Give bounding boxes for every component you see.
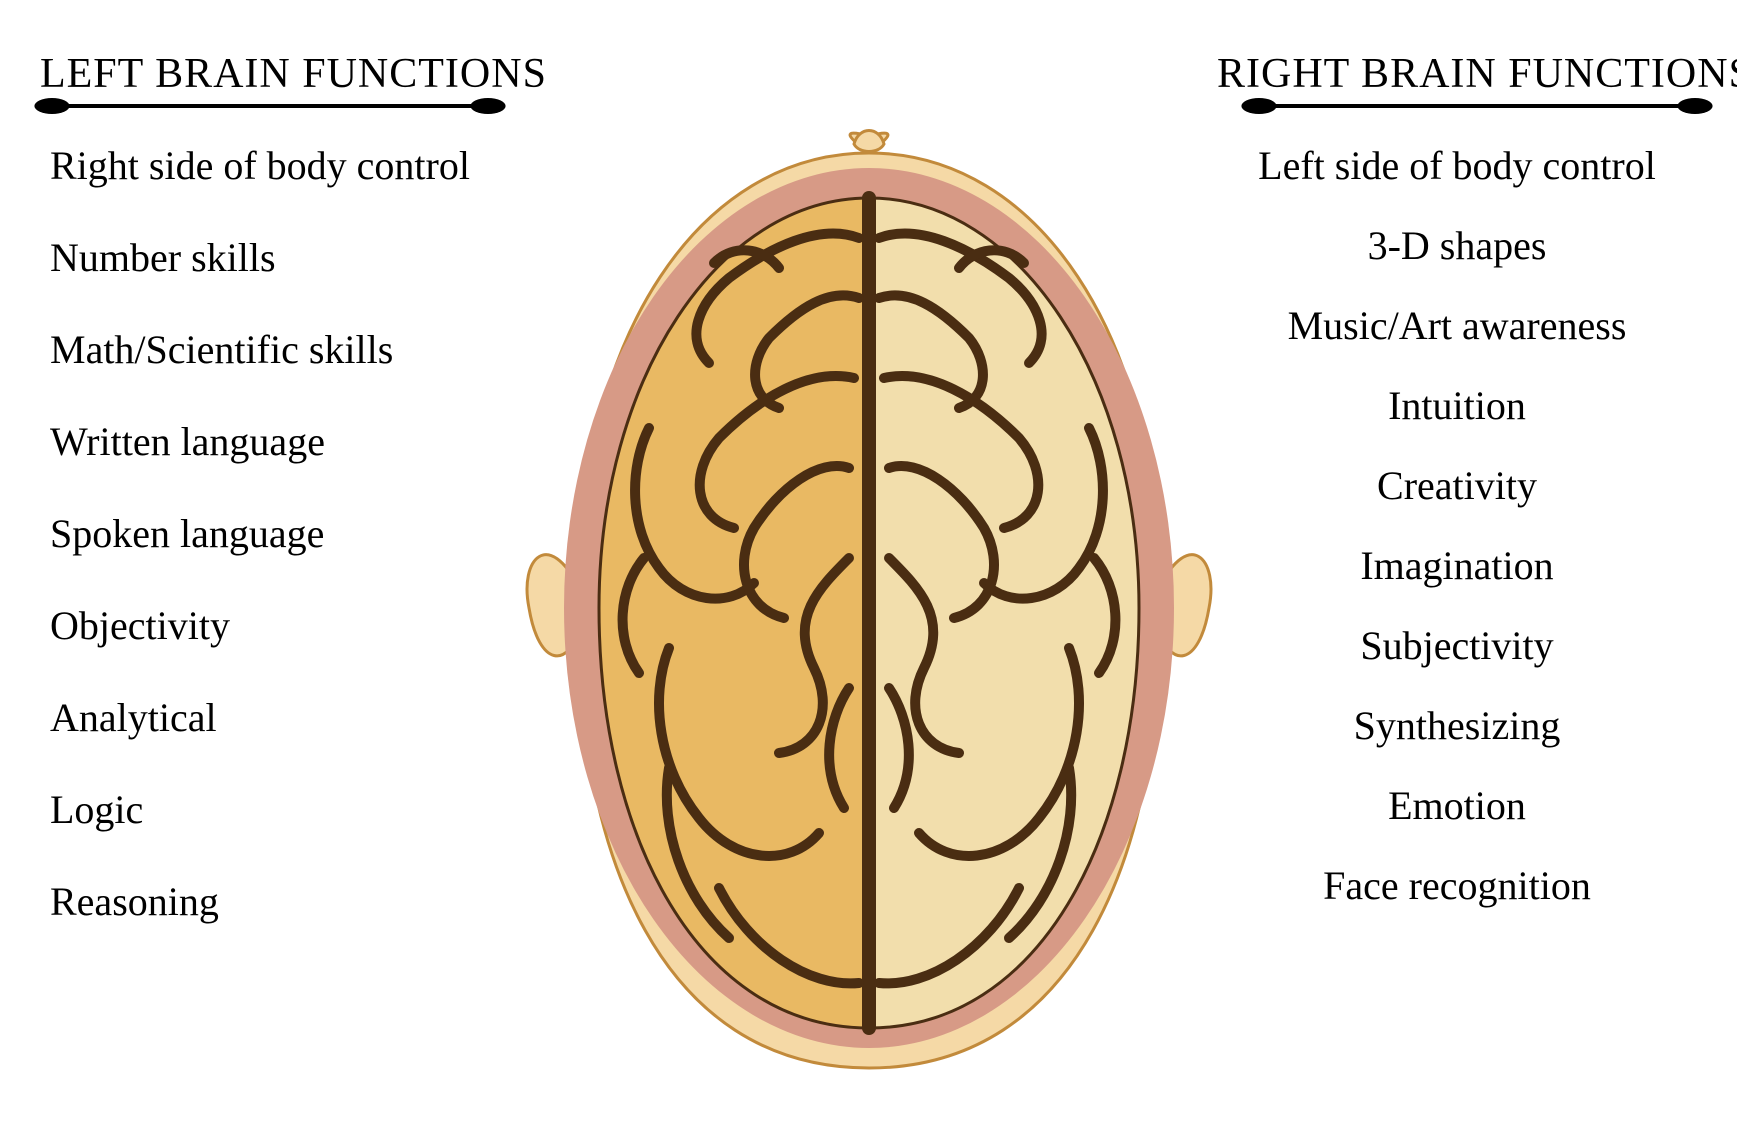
left-divider: [50, 104, 490, 108]
list-item: Analytical: [50, 696, 520, 740]
right-heading: RIGHT BRAIN FUNCTIONS: [1217, 50, 1697, 98]
right-divider: [1257, 104, 1697, 108]
list-item: Synthesizing: [1354, 704, 1561, 748]
brain-illustration: [519, 128, 1219, 1088]
left-heading: LEFT BRAIN FUNCTIONS: [40, 50, 520, 98]
list-item: Left side of body control: [1258, 144, 1656, 188]
infographic-canvas: LEFT BRAIN FUNCTIONS Right side of body …: [0, 0, 1737, 1125]
list-item: Number skills: [50, 236, 520, 280]
list-item: Logic: [50, 788, 520, 832]
list-item: 3-D shapes: [1368, 224, 1547, 268]
list-item: Objectivity: [50, 604, 520, 648]
list-item: Spoken language: [50, 512, 520, 556]
list-item: Reasoning: [50, 880, 520, 924]
right-column: RIGHT BRAIN FUNCTIONS Left side of body …: [1197, 0, 1717, 908]
left-column: LEFT BRAIN FUNCTIONS Right side of body …: [20, 0, 540, 924]
nose-bump: [854, 130, 884, 151]
list-item: Imagination: [1360, 544, 1553, 588]
list-item: Intuition: [1388, 384, 1526, 428]
right-function-list: Left side of body control 3-D shapes Mus…: [1217, 144, 1697, 908]
list-item: Subjectivity: [1360, 624, 1553, 668]
list-item: Right side of body control: [50, 144, 520, 188]
list-item: Written language: [50, 420, 520, 464]
brain-icon: [519, 128, 1219, 1088]
list-item: Music/Art awareness: [1288, 304, 1627, 348]
list-item: Creativity: [1377, 464, 1537, 508]
list-item: Face recognition: [1323, 864, 1591, 908]
left-function-list: Right side of body control Number skills…: [40, 144, 520, 924]
list-item: Math/Scientific skills: [50, 328, 520, 372]
list-item: Emotion: [1388, 784, 1526, 828]
